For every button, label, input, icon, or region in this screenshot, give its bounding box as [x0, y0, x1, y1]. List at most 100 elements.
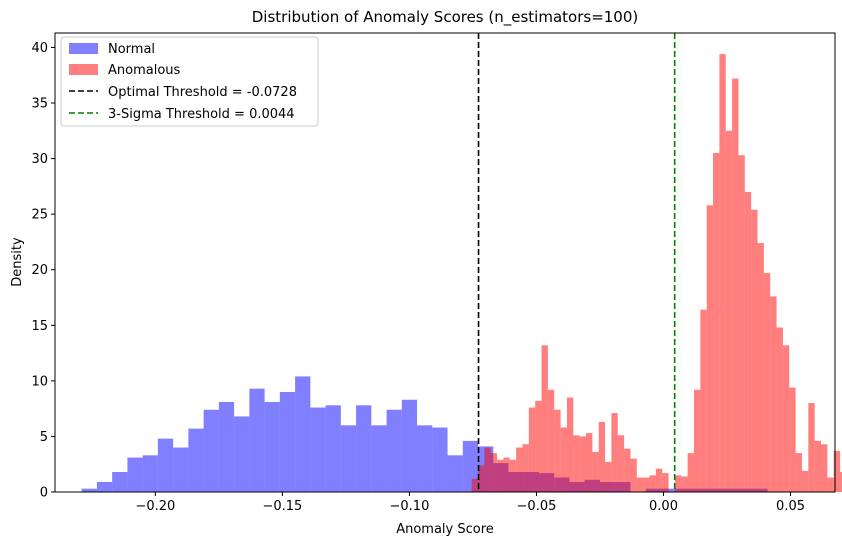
bar-normal-9 [218, 401, 235, 492]
bar-anomalous-16 [573, 435, 580, 492]
bar-anomalous-6 [509, 459, 517, 492]
bar-anomalous-41 [732, 78, 739, 492]
x-tick-label-2: −0.10 [390, 499, 430, 514]
bar-anomalous-46 [763, 273, 771, 492]
bar-anomalous-15 [566, 397, 574, 492]
series-anomalous [471, 54, 842, 493]
series-normal [81, 376, 768, 492]
bar-normal-16 [325, 405, 341, 492]
bar-anomalous-38 [713, 153, 720, 492]
bar-anomalous-34 [687, 453, 694, 492]
bar-normal-19 [371, 425, 387, 492]
bar-anomalous-37 [706, 205, 714, 492]
bars-layer [81, 54, 842, 493]
bar-anomalous-49 [782, 345, 790, 492]
bar-anomalous-18 [586, 433, 593, 492]
bar-normal-2 [112, 471, 128, 492]
bar-anomalous-43 [744, 191, 752, 492]
bar-anomalous-2 [484, 447, 491, 492]
plot-frame [54, 32, 836, 493]
bar-anomalous-39 [719, 54, 726, 493]
bar-normal-14 [295, 376, 311, 492]
bar-normal-11 [249, 388, 265, 492]
x-tick-label-3: −0.05 [517, 499, 557, 514]
bar-anomalous-50 [789, 387, 796, 492]
bar-anomalous-20 [598, 421, 606, 492]
bar-normal-23 [432, 427, 448, 492]
legend-label-optimal: Optimal Threshold = -0.0728 [108, 85, 297, 100]
legend-swatch-normal [69, 43, 98, 54]
x-tick-label-4: 0.00 [649, 499, 678, 514]
bar-normal-0 [81, 488, 97, 492]
bar-normal-7 [188, 428, 204, 492]
bar-normal-5 [157, 438, 174, 492]
bar-anomalous-33 [681, 476, 688, 492]
bar-anomalous-25 [630, 458, 637, 492]
bar-anomalous-27 [643, 477, 650, 492]
y-tick-label-8: 40 [31, 41, 48, 56]
bar-anomalous-14 [560, 427, 567, 492]
x-tick-label-5: 0.05 [776, 499, 805, 514]
bar-normal-18 [356, 405, 372, 492]
bar-anomalous-22 [611, 413, 618, 492]
bar-anomalous-19 [592, 451, 599, 492]
y-axis-ticks: 0 5 10 15 20 25 30 35 40 [31, 41, 55, 501]
bar-normal-15 [310, 407, 326, 492]
bar-anomalous-1 [478, 465, 485, 492]
bar-anomalous-55 [821, 444, 828, 492]
y-axis-label: Density [10, 237, 25, 287]
bar-anomalous-10 [535, 400, 542, 492]
y-tick-label-5: 25 [31, 208, 48, 223]
bar-normal-13 [279, 391, 296, 492]
bar-anomalous-35 [693, 389, 701, 492]
y-tick-label-4: 20 [31, 263, 48, 278]
bar-normal-8 [203, 409, 219, 492]
bar-normal-6 [173, 447, 189, 492]
y-tick-label-7: 35 [31, 97, 48, 112]
bar-anomalous-23 [617, 435, 625, 492]
bar-anomalous-58 [840, 471, 842, 492]
bar-anomalous-4 [497, 459, 504, 492]
bar-normal-38 [660, 488, 677, 492]
bar-normal-22 [417, 425, 433, 492]
bar-anomalous-48 [776, 327, 783, 492]
bar-anomalous-52 [801, 470, 809, 492]
bar-normal-24 [447, 455, 463, 492]
bar-anomalous-51 [795, 453, 802, 492]
bar-normal-4 [142, 455, 158, 492]
bar-anomalous-24 [624, 448, 631, 492]
bar-anomalous-11 [541, 345, 548, 492]
bar-anomalous-9 [528, 407, 536, 492]
bar-anomalous-44 [751, 209, 758, 492]
bar-anomalous-3 [490, 453, 498, 492]
y-tick-label-1: 5 [40, 430, 48, 445]
bar-anomalous-0 [471, 478, 479, 492]
bar-anomalous-21 [605, 461, 612, 492]
bar-anomalous-30 [662, 473, 669, 492]
bar-anomalous-5 [503, 457, 510, 492]
bar-anomalous-28 [649, 475, 656, 492]
bar-anomalous-42 [738, 155, 745, 492]
legend-label-3sigma: 3-Sigma Threshold = 0.0044 [108, 107, 295, 122]
y-tick-label-0: 0 [40, 486, 48, 501]
x-tick-label-1: −0.15 [262, 499, 302, 514]
bar-anomalous-8 [522, 444, 529, 492]
bar-anomalous-17 [579, 436, 587, 492]
bar-anomalous-26 [636, 477, 644, 492]
legend-swatch-anomalous [69, 64, 98, 75]
bar-anomalous-53 [808, 403, 815, 492]
bar-anomalous-40 [725, 130, 733, 492]
x-axis-label: Anomaly Score [396, 522, 494, 537]
reference-lines-layer [477, 33, 676, 492]
bar-anomalous-7 [516, 447, 523, 492]
bar-anomalous-57 [833, 450, 841, 492]
legend-frame [60, 36, 319, 127]
bar-normal-10 [234, 416, 250, 492]
bar-anomalous-13 [554, 409, 561, 492]
y-tick-label-3: 15 [31, 319, 48, 334]
bar-anomalous-56 [827, 477, 834, 492]
y-tick-label-2: 10 [31, 374, 48, 389]
bar-anomalous-36 [700, 309, 707, 492]
